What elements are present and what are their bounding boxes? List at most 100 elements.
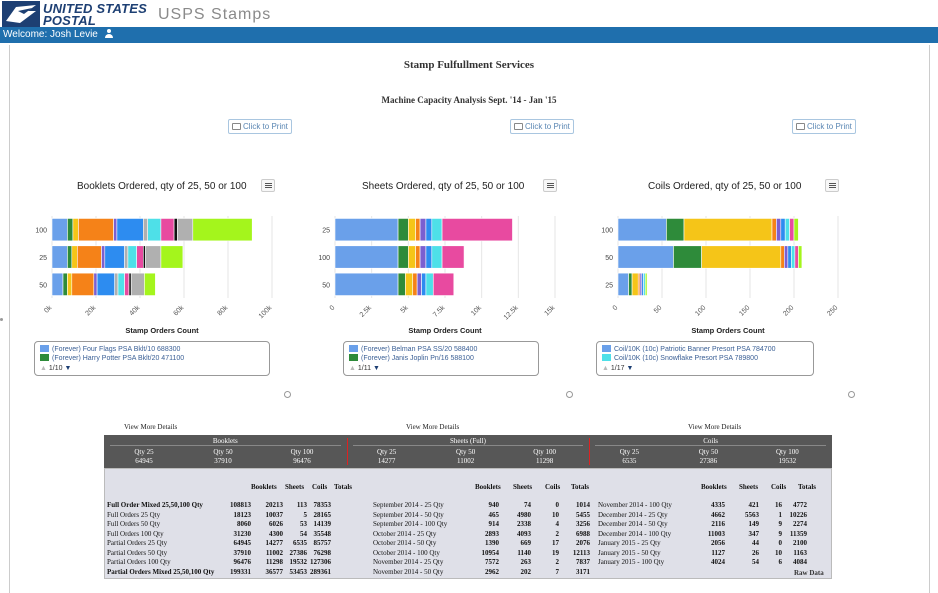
x-tick-label: 0k — [43, 304, 54, 315]
summary-value: Qty 50 11002 — [431, 448, 501, 466]
summary-qty-value: 11002 — [457, 457, 475, 465]
view-more-coils-link[interactable]: View More Details — [688, 423, 742, 431]
x-tick-label: 5k — [400, 304, 411, 315]
pager-down-icon[interactable]: ▼ — [64, 365, 72, 372]
x-tick-label: 80k — [216, 304, 229, 317]
legend-item[interactable]: (Forever) Harry Potter PSA Bklt/20 47110… — [40, 354, 264, 363]
print-button-sheets[interactable]: Click to Print — [510, 119, 574, 134]
bar-segment — [397, 218, 409, 242]
bar-segment — [421, 272, 427, 296]
x-tick-label: 150 — [738, 304, 751, 317]
details-cell: 31230 — [233, 529, 252, 538]
details-cell: 7572 — [485, 558, 499, 566]
details-cell: 28165 — [313, 510, 332, 519]
chart-title-sheets: Sheets Ordered, qty of 25, 50 or 100 — [362, 181, 525, 192]
bar-segment — [127, 245, 138, 269]
info-icon[interactable] — [566, 391, 573, 398]
bar-segment — [104, 245, 125, 269]
details-cell: 9 — [778, 520, 783, 528]
bar-segment — [425, 272, 434, 296]
bar-segment — [101, 245, 106, 269]
pager-count: 1/11 — [357, 365, 371, 372]
welcome-text: Welcome: Josh Levie — [3, 29, 98, 40]
legend-item[interactable]: Coil/10K (10c) Patriotic Banner Presort … — [602, 345, 808, 354]
details-cell: 113 — [296, 501, 307, 509]
summary-qty-value: 27386 — [699, 457, 718, 465]
details-cell: 1127 — [711, 548, 725, 557]
bar-segment — [147, 218, 162, 242]
legend-label: Coil/10K (10c) Patriotic Banner Presort … — [614, 346, 776, 353]
chart-menu-button-booklets[interactable] — [261, 179, 275, 192]
details-column-header: Sheets — [285, 483, 305, 491]
pager-up-icon[interactable]: ▲ — [602, 365, 609, 372]
legend-item[interactable]: Coil/10K (10c) Snowflake Presort PSA 789… — [602, 354, 808, 363]
details-cell: 108813 — [230, 501, 251, 509]
legend-pager: ▲ 1/17 ▼ — [602, 364, 808, 374]
bar-segment — [441, 218, 513, 242]
details-cell: 19 — [552, 548, 559, 557]
bar-segment — [397, 245, 409, 269]
x-tick-label: 2.5k — [359, 304, 374, 319]
info-icon[interactable] — [848, 391, 855, 398]
legend-item[interactable]: (Forever) Janis Joplin Pn/16 588100 — [349, 354, 533, 363]
details-cell: 9 — [778, 529, 783, 538]
user-icon[interactable] — [104, 29, 113, 38]
summary-group: Sheets (Full) Qty 25 14277 Qty 50 11002 Qty 1… — [347, 435, 590, 468]
logo-line-1: UNITED STATES — [43, 1, 147, 16]
page-subtitle: Machine Capacity Analysis Sept. '14 - Ja… — [381, 95, 557, 105]
bar-segment — [114, 272, 119, 296]
info-icon[interactable] — [284, 391, 291, 398]
legend-item[interactable]: (Forever) Four Flags PSA Bklt/10 688300 — [40, 345, 264, 354]
print-button-coils[interactable]: Click to Print — [792, 119, 856, 134]
details-cell: 2962 — [485, 567, 499, 576]
details-cell: 149 — [748, 520, 760, 528]
pager-down-icon[interactable]: ▼ — [626, 365, 634, 372]
raw-data-link[interactable]: Raw Data — [794, 569, 824, 577]
details-cell: 2 — [555, 558, 560, 566]
details-table: Raw Data Booklets Sheets Coils Totals Full O… — [104, 468, 832, 579]
print-button-booklets[interactable]: Click to Print — [228, 119, 292, 134]
view-more-sheets-link[interactable]: View More Details — [406, 423, 460, 431]
legend-item[interactable]: (Forever) Belman PSA SS/20 588400 — [349, 345, 533, 354]
usps-logo[interactable]: UNITED STATES POSTAL SERVICE. — [2, 1, 147, 43]
summary-value: Qty 100 19532 — [752, 448, 822, 466]
bar-segment — [408, 245, 416, 269]
bar-segment — [143, 218, 149, 242]
print-button-label: Click to Print — [807, 122, 852, 131]
details-cell: 85757 — [313, 539, 332, 547]
resize-handle-icon[interactable] — [0, 318, 3, 321]
view-more-booklets-link[interactable]: View More Details — [124, 423, 178, 431]
printer-icon — [232, 123, 241, 130]
details-cell: 17 — [552, 539, 559, 547]
bar-segment — [397, 272, 406, 296]
summary-value: Qty 25 6535 — [594, 448, 664, 466]
details-cell: 64945 — [233, 539, 252, 547]
details-cell: 6988 — [576, 529, 590, 538]
details-cell: 2 — [555, 529, 560, 538]
details-cell: 4980 — [517, 510, 531, 519]
coils-chart: 0 50 100 150 200 250 100 50 25 Stamp Orders Count — [601, 216, 839, 335]
details-cell: 2893 — [485, 529, 499, 538]
bar-segment — [784, 218, 790, 242]
details-row-label: September 2014 - 25 Qty — [373, 501, 444, 509]
details-cell: 0 — [778, 539, 783, 547]
pager-up-icon[interactable]: ▲ — [40, 365, 47, 372]
chart-menu-button-coils[interactable] — [825, 179, 839, 192]
bar-segment — [51, 245, 68, 269]
summary-qty-value: 6535 — [622, 457, 637, 465]
details-row-label: October 2014 - 100 Qty — [373, 548, 440, 557]
details-cell: 76298 — [313, 548, 332, 557]
summary-qty-value: 37910 — [214, 457, 232, 465]
y-tick-label: 50 — [39, 282, 47, 289]
details-row-label: December 2014 - 25 Qty — [598, 510, 668, 519]
pager-down-icon[interactable]: ▼ — [372, 365, 380, 372]
pager-up-icon[interactable]: ▲ — [349, 365, 356, 372]
bar-segment — [96, 272, 115, 296]
details-column-header: Coils — [312, 483, 328, 491]
legend-booklets: (Forever) Four Flags PSA Bklt/10 688300 (… — [34, 341, 270, 376]
details-cell: 421 — [748, 501, 760, 509]
details-cell: 10226 — [789, 510, 808, 519]
details-cell: 5563 — [745, 510, 759, 519]
chart-menu-button-sheets[interactable] — [543, 179, 557, 192]
x-tick-label: 40k — [128, 304, 141, 317]
